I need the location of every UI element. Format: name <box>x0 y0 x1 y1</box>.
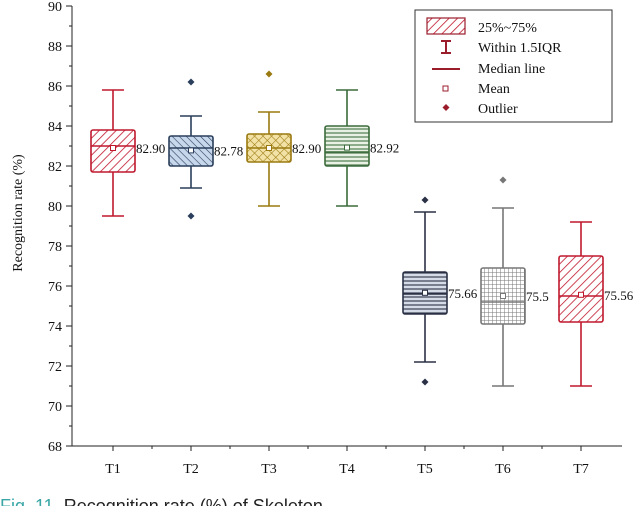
y-tick-label: 74 <box>48 320 62 335</box>
box-iqr <box>558 255 604 323</box>
mean-label: 82.90 <box>136 141 165 156</box>
x-tick-label: T1 <box>105 462 121 477</box>
mean-marker <box>110 145 116 151</box>
legend-box-swatch <box>426 17 466 35</box>
caption-text: Recognition rate (%) of Skeleton <box>63 496 323 506</box>
outlier-point <box>421 196 429 204</box>
legend-label-mean: Mean <box>478 82 510 97</box>
axes: 68 70 72 74 76 78 80 82 84 86 88 90 T1 T2 T3 T4 T5 T6 T7 <box>48 0 622 477</box>
legend-label-whisker: Within 1.5IQR <box>478 41 562 56</box>
y-tick-label: 76 <box>48 280 62 295</box>
y-axis-label: Recognition rate (%) <box>11 154 26 272</box>
x-tick-label: T4 <box>339 462 355 477</box>
box-t4: 82.92 <box>324 89 399 207</box>
outlier-point <box>499 176 507 184</box>
box-t6: 75.5 <box>480 176 549 387</box>
mean-marker <box>422 289 428 296</box>
y-tick-label: 88 <box>48 40 62 55</box>
y-tick-label: 82 <box>48 160 62 175</box>
mean-label: 82.78 <box>214 143 243 158</box>
y-tick-label: 68 <box>48 440 62 455</box>
outlier-point <box>187 78 195 86</box>
legend-mean-swatch <box>442 85 449 92</box>
outlier-point <box>187 212 195 220</box>
y-tick-label: 84 <box>48 120 62 135</box>
mean-label: 75.5 <box>526 289 549 304</box>
x-tick-label: T7 <box>573 462 589 477</box>
mean-marker <box>188 147 194 154</box>
figure-number: Fig. 11 <box>0 496 54 506</box>
x-tick-label: T2 <box>183 462 199 477</box>
y-tick-label: 86 <box>48 80 62 95</box>
y-tick-label: 90 <box>48 0 62 15</box>
box-t7: 75.56 <box>558 221 634 387</box>
legend-label-box: 25%~75% <box>478 21 537 36</box>
y-tick-label: 80 <box>48 200 62 215</box>
mean-marker <box>266 145 272 151</box>
figure-caption: Fig. 11 Recognition rate (%) of Skeleton <box>0 492 640 506</box>
box-t3: 82.90 <box>246 70 321 207</box>
legend: 25%~75% Within 1.5IQR Median line Mean O… <box>414 9 613 123</box>
mean-label: 82.90 <box>292 141 321 156</box>
x-tick-label: T5 <box>417 462 433 477</box>
mean-label: 82.92 <box>370 141 399 156</box>
box-plot-chart: 68 70 72 74 76 78 80 82 84 86 88 90 T1 T2 T3 T4 T5 T6 T7 8… <box>11 0 634 477</box>
legend-label-outlier: Outlier <box>478 102 518 117</box>
outlier-point <box>421 378 429 386</box>
mean-marker <box>344 144 350 151</box>
mean-marker <box>500 293 506 299</box>
x-tick-label: T6 <box>495 462 511 477</box>
boxes: 82.90 82.78 82.90 82.92 75.66 75.5 75.56 <box>90 70 634 387</box>
legend-label-median: Median line <box>478 62 545 77</box>
y-tick-label: 78 <box>48 240 62 255</box>
x-tick-label: T3 <box>261 462 277 477</box>
y-tick-label: 70 <box>48 400 62 415</box>
box-t1: 82.90 <box>90 89 165 217</box>
mean-marker <box>578 291 584 298</box>
mean-label: 75.66 <box>448 286 478 301</box>
mean-label: 75.56 <box>604 288 634 303</box>
outlier-point <box>265 70 273 78</box>
y-tick-label: 72 <box>48 360 62 375</box>
legend-outlier-swatch <box>442 104 450 111</box>
box-t5: 75.66 <box>402 196 478 386</box>
box-t2: 82.78 <box>168 78 243 220</box>
